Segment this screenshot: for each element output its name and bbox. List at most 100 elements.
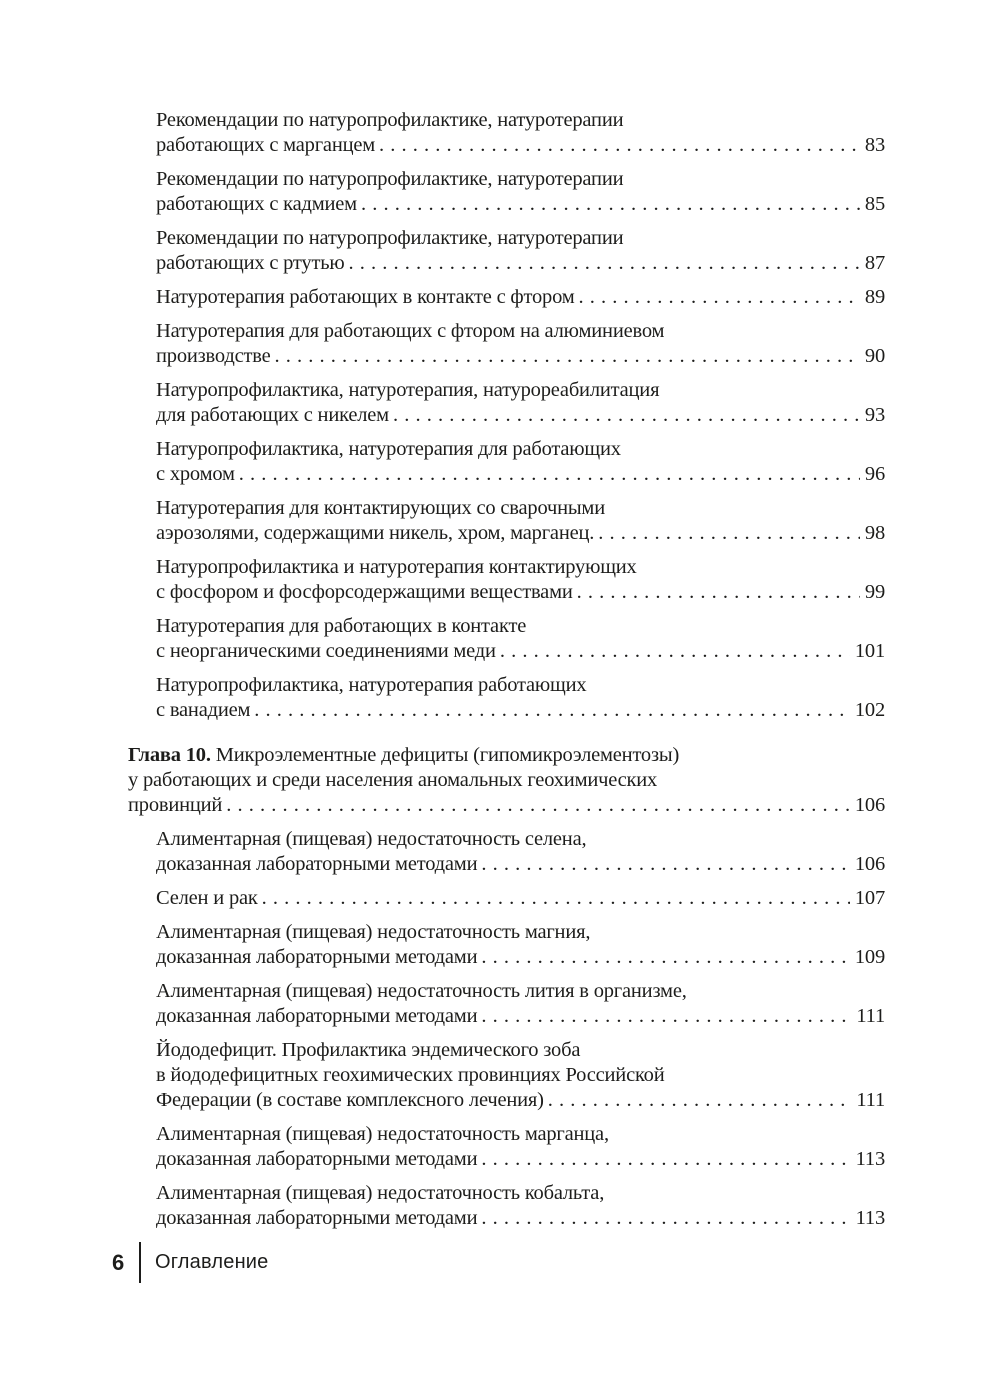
page-number: 99	[864, 581, 885, 603]
toc-entry: Алиментарная (пищевая) недостаточность л…	[128, 979, 885, 1029]
page-number: 83	[864, 134, 885, 156]
dot-leader	[548, 1088, 852, 1113]
toc-entry: Йододефицит. Профилактика эндемического …	[128, 1038, 885, 1113]
toc-entry-text: с хромом	[156, 463, 235, 485]
toc-entry-line: с фосфором и фосфорсодержащими веществам…	[156, 580, 885, 605]
toc-entry: Селен и рак 107	[128, 886, 885, 911]
page-number: 111	[856, 1005, 885, 1027]
toc-entry-text: Йододефицит. Профилактика эндемического …	[156, 1039, 581, 1061]
page-number: 111	[856, 1089, 885, 1111]
page-number: 98	[864, 522, 885, 544]
toc-entry-text: Натуротерапия работающих в контакте с фт…	[156, 286, 575, 308]
footer-section-label: Оглавление	[155, 1251, 269, 1273]
toc-entry-line: Натуротерапия для работающих в контакте	[156, 614, 885, 639]
toc-entry-text: Федерации (в составе комплексного лечени…	[156, 1089, 544, 1111]
dot-leader	[239, 462, 860, 487]
toc-entry-line: работающих с ртутью 87	[156, 251, 885, 276]
page-number: 101	[854, 640, 885, 662]
toc-entry: Натуропрофилактика, натуротерапия работа…	[128, 673, 885, 723]
page-number: 89	[864, 286, 885, 308]
footer-divider	[139, 1242, 141, 1283]
dot-leader	[500, 639, 850, 664]
toc-entry-text: работающих с марганцем	[156, 134, 376, 156]
toc-entry-line: доказанная лабораторными методами 109	[156, 945, 885, 970]
toc-entry-text: с неорганическими соединениями меди	[156, 640, 496, 662]
page-number: 85	[864, 193, 885, 215]
toc-entry-line: Глава 10. Микроэлементные дефициты (гипо…	[128, 743, 885, 768]
toc-entry-line: Рекомендации по натуропрофилактике, нату…	[156, 226, 885, 251]
toc-entry-text: Алиментарная (пищевая) недостаточность л…	[156, 980, 687, 1002]
toc-entry-line: Селен и рак 107	[156, 886, 885, 911]
toc-entry: Алиментарная (пищевая) недостаточность с…	[128, 827, 885, 877]
toc-entry-line: Натуротерапия работающих в контакте с фт…	[156, 285, 885, 310]
toc-entry-line: у работающих и среди населения аномальны…	[128, 768, 885, 793]
toc-entry-line: Алиментарная (пищевая) недостаточность л…	[156, 979, 885, 1004]
toc-entry-line: работающих с марганцем 83	[156, 133, 885, 158]
dot-leader	[481, 1004, 851, 1029]
toc-entry-line: доказанная лабораторными методами 111	[156, 1004, 885, 1029]
toc-entry: Рекомендации по натуропрофилактике, нату…	[128, 108, 885, 158]
page-number: 107	[854, 887, 885, 909]
toc-entry-text: Рекомендации по натуропрофилактике, нату…	[156, 109, 624, 131]
toc-entry-chapter: Глава 10. Микроэлементные дефициты (гипо…	[128, 743, 885, 818]
page-number: 93	[864, 404, 885, 426]
toc-entry-text: Натуропрофилактика, натуротерапия работа…	[156, 674, 587, 696]
toc-entry-line: Натуропрофилактика, натуротерапия для ра…	[156, 437, 885, 462]
toc-entry-text: доказанная лабораторными методами	[156, 1148, 478, 1170]
toc-entry-text: работающих с кадмием	[156, 193, 357, 215]
toc-entry-text: в йододефицитных геохимических провинция…	[156, 1064, 665, 1086]
dot-leader	[262, 886, 850, 911]
toc-entry: Натуропрофилактика, натуротерапия для ра…	[128, 437, 885, 487]
page-number: 90	[864, 345, 885, 367]
page-number: 87	[864, 252, 885, 274]
toc-entry-line: Натуропрофилактика, натуротерапия работа…	[156, 673, 885, 698]
toc-entry: Рекомендации по натуропрофилактике, нату…	[128, 167, 885, 217]
toc-entry-line: Алиментарная (пищевая) недостаточность м…	[156, 1122, 885, 1147]
toc-entry-text: Натуропрофилактика и натуротерапия конта…	[156, 556, 637, 578]
toc-entry: Натуропрофилактика и натуротерапия конта…	[128, 555, 885, 605]
page-footer: 6 Оглавление	[112, 1242, 269, 1283]
page-number: 113	[855, 1207, 886, 1229]
toc-entry-text: доказанная лабораторными методами	[156, 1005, 478, 1027]
toc-entry-text: Натуропрофилактика, натуротерапия, натур…	[156, 379, 660, 401]
toc-entry-text: Рекомендации по натуропрофилактике, нату…	[156, 227, 624, 249]
toc-entry-text: Алиментарная (пищевая) недостаточность м…	[156, 921, 591, 943]
toc-entry-line: Натуротерапия для работающих с фтором на…	[156, 319, 885, 344]
toc-entry-line: Йододефицит. Профилактика эндемического …	[156, 1038, 885, 1063]
toc-entry-line: с неорганическими соединениями меди 101	[156, 639, 885, 664]
dot-leader	[361, 192, 860, 217]
dot-leader	[598, 521, 860, 546]
dot-leader	[254, 698, 850, 723]
toc-entry-text: с фосфором и фосфорсодержащими веществам…	[156, 581, 573, 603]
dot-leader	[226, 793, 850, 818]
toc-entry-line: доказанная лабораторными методами 113	[156, 1147, 885, 1172]
toc-entry-text: Натуротерапия для работающих с фтором на…	[156, 320, 665, 342]
toc-entry-line: производстве 90	[156, 344, 885, 369]
dot-leader	[481, 1206, 850, 1231]
toc-entry-line: в йододефицитных геохимических провинция…	[156, 1063, 885, 1088]
toc-entry-line: Рекомендации по натуропрофилактике, нату…	[156, 167, 885, 192]
toc-list: Рекомендации по натуропрофилактике, нату…	[128, 108, 885, 1231]
page-number: 109	[854, 946, 885, 968]
toc-entry-text: Селен и рак	[156, 887, 258, 909]
toc-entry: Рекомендации по натуропрофилактике, нату…	[128, 226, 885, 276]
page-number: 106	[854, 794, 885, 816]
toc-entry-line: Натуротерапия для контактирующих со свар…	[156, 496, 885, 521]
toc-entry-line: Алиментарная (пищевая) недостаточность с…	[156, 827, 885, 852]
dot-leader	[481, 1147, 850, 1172]
dot-leader	[348, 251, 859, 276]
toc-entry-line: аэрозолями, содержащими никель, хром, ма…	[156, 521, 885, 546]
dot-leader	[274, 344, 859, 369]
toc-entry-text: Алиментарная (пищевая) недостаточность с…	[156, 828, 587, 850]
toc-entry-text: у работающих и среди населения аномальны…	[128, 769, 658, 791]
toc-entry-line: доказанная лабораторными методами 106	[156, 852, 885, 877]
toc-entry-text: Алиментарная (пищевая) недостаточность м…	[156, 1123, 609, 1145]
toc-entry-line: доказанная лабораторными методами 113	[156, 1206, 885, 1231]
toc-entry-line: провинций 106	[128, 793, 885, 818]
toc-entry-text: доказанная лабораторными методами	[156, 853, 478, 875]
toc-entry: Алиментарная (пищевая) недостаточность м…	[128, 920, 885, 970]
toc-entry-text: Натуротерапия для работающих в контакте	[156, 615, 527, 637]
toc-entry-line: Федерации (в составе комплексного лечени…	[156, 1088, 885, 1113]
page-number: 113	[855, 1148, 886, 1170]
footer-page-number: 6	[112, 1249, 125, 1275]
